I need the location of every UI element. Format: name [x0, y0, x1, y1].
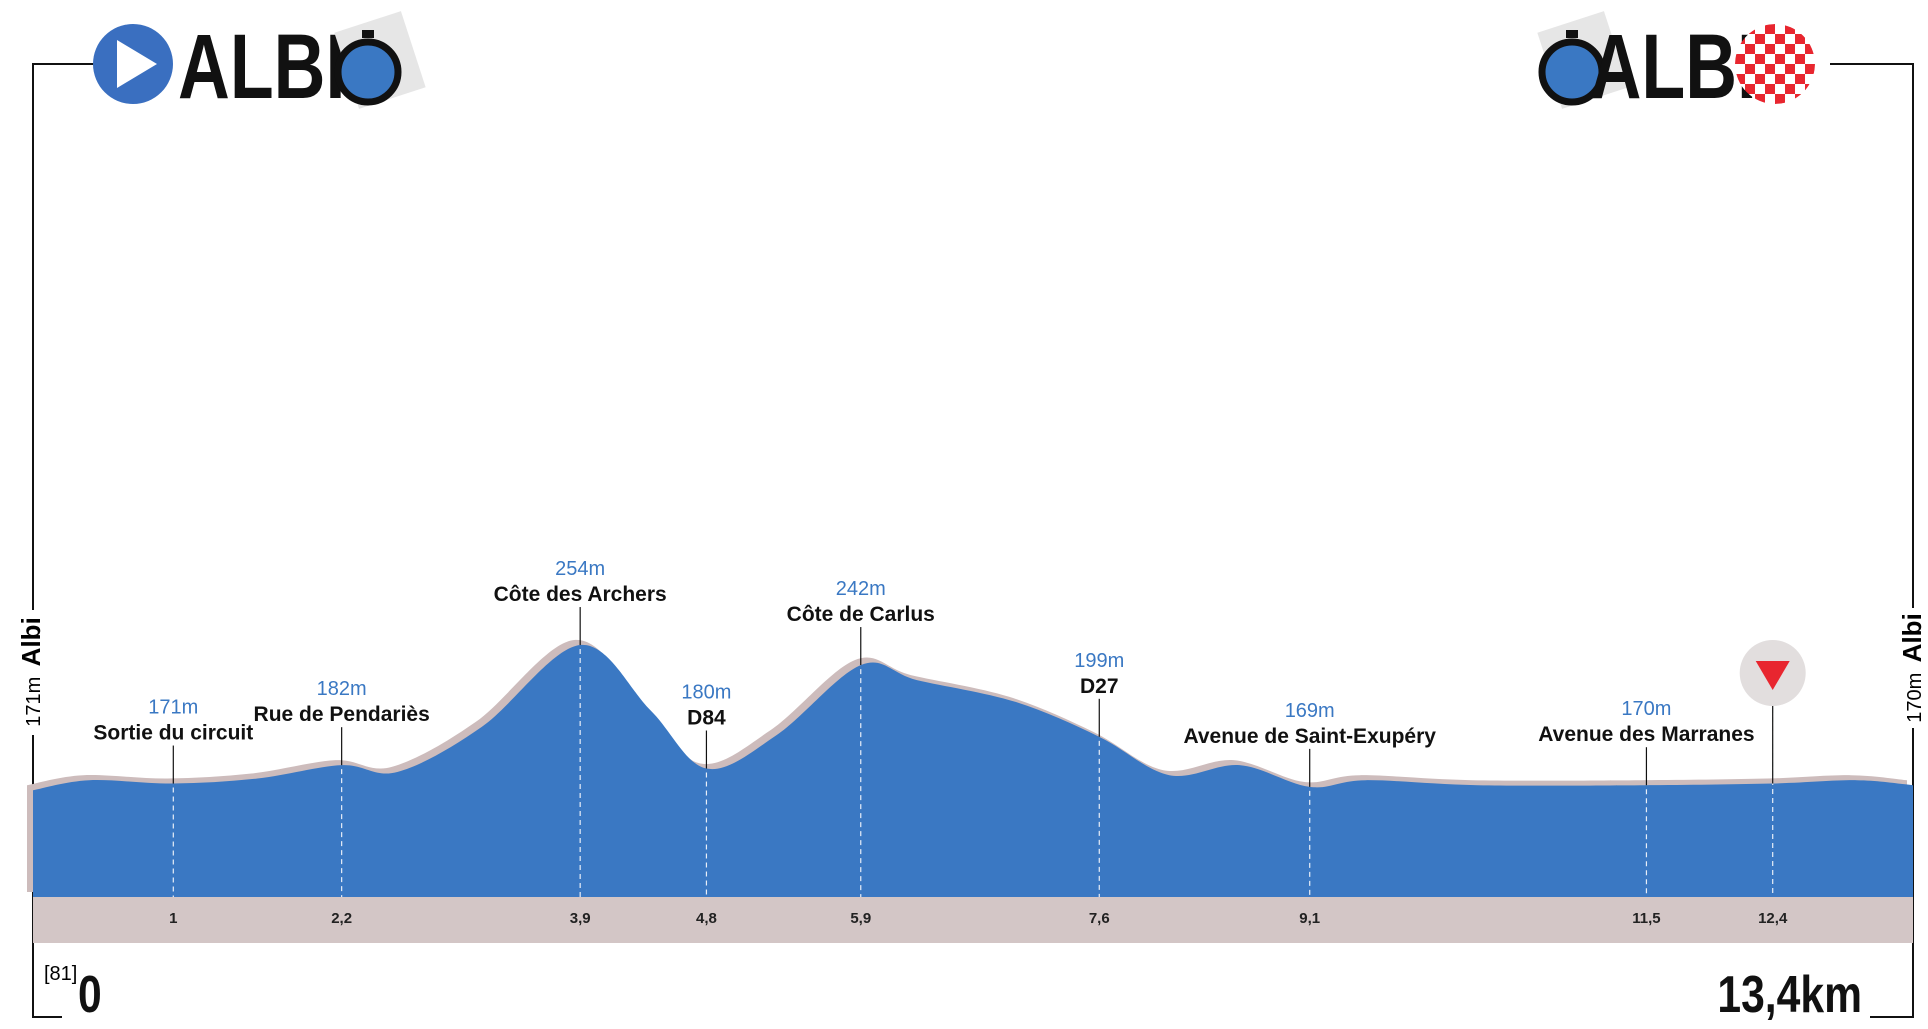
- start-label: 171m Albi: [16, 617, 46, 727]
- waypoint-name: Côte de Carlus: [787, 603, 935, 626]
- waypoint-name: Avenue de Saint-Exupéry: [1183, 725, 1436, 748]
- waypoint-elevation: 170m: [1621, 698, 1671, 720]
- profile: [33, 644, 1913, 897]
- waypoint-name: D84: [687, 707, 726, 730]
- finish-label: 170m Albi: [1897, 613, 1927, 723]
- waypoint-elevation: 180m: [681, 682, 731, 704]
- finish-place: Albi: [1897, 613, 1927, 662]
- finish-elevation: 170m: [1904, 673, 1926, 723]
- last-km-icon: [1755, 661, 1790, 690]
- distance-label: 13,4km: [1717, 966, 1862, 1024]
- km-band: [33, 897, 1913, 943]
- department: [81]: [44, 963, 77, 985]
- timer-icon: [334, 11, 426, 109]
- waypoint-elevation: 169m: [1285, 700, 1335, 722]
- waypoint-elevation: 199m: [1074, 650, 1124, 672]
- start-town: ALBI: [178, 15, 345, 118]
- start-elevation: 171m: [23, 677, 45, 727]
- start-place: Albi: [16, 617, 46, 666]
- waypoint-elevation: 171m: [148, 697, 198, 719]
- waypoint-elevation: 242m: [836, 578, 886, 600]
- km-label: 7,6: [1089, 910, 1110, 927]
- waypoint-name: Sortie du circuit: [93, 722, 253, 745]
- km-label: 5,9: [850, 910, 871, 927]
- km-label: 2,2: [331, 910, 352, 927]
- waypoint-name: Côte des Archers: [494, 583, 667, 606]
- waypoint-elevation: 182m: [317, 678, 367, 700]
- km-label: 3,9: [570, 910, 591, 927]
- km-label: 12,4: [1758, 910, 1788, 927]
- finish-town: ALBI: [1590, 15, 1757, 118]
- km-label: 4,8: [696, 910, 717, 927]
- waypoint-name: Rue de Pendariès: [254, 703, 430, 726]
- km-label: 11,5: [1632, 910, 1660, 927]
- km-label: 1: [169, 910, 177, 927]
- timer-icon: [1537, 11, 1629, 109]
- km-label: 9,1: [1299, 910, 1320, 927]
- start-icon: [117, 40, 157, 88]
- finish-icon: [1735, 24, 1815, 104]
- waypoint-name: D27: [1080, 675, 1119, 698]
- waypoint-elevation: 254m: [555, 558, 605, 580]
- distance-label: 0: [78, 966, 102, 1024]
- waypoint-name: Avenue des Marranes: [1538, 723, 1754, 746]
